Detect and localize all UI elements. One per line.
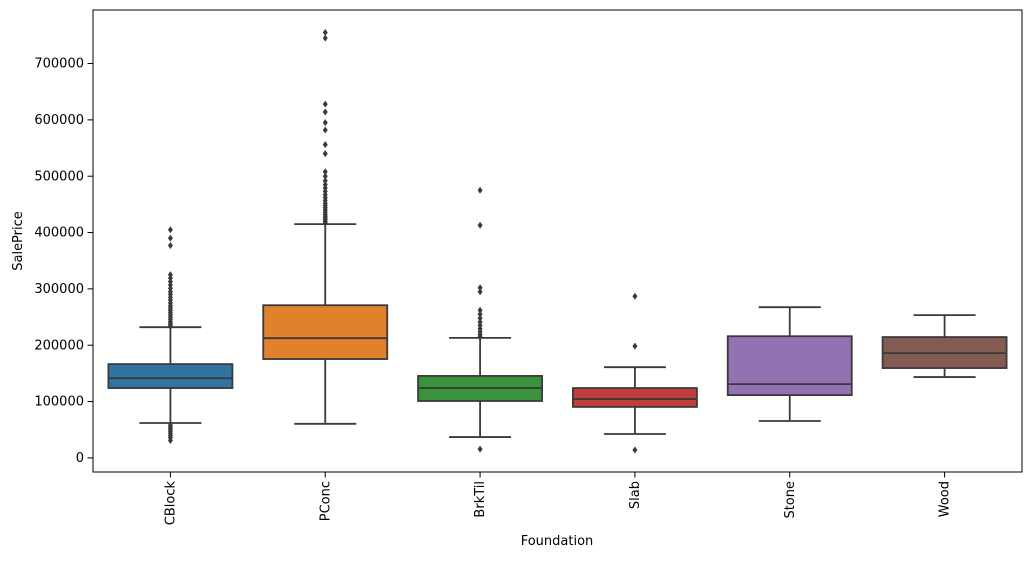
box-group-cblock bbox=[107, 226, 234, 444]
outlier-diamond bbox=[322, 126, 328, 134]
box-group-slab bbox=[572, 292, 698, 454]
y-tick-label: 600000 bbox=[34, 113, 84, 128]
y-tick-label: 500000 bbox=[34, 169, 84, 184]
outlier-diamond bbox=[167, 242, 173, 250]
plot-layer: 0 100000 200000 300000 400000 500000 600000 700… bbox=[34, 9, 1023, 526]
outlier-diamond bbox=[632, 292, 638, 300]
outlier-diamond bbox=[167, 226, 173, 234]
outlier-diamond bbox=[322, 177, 328, 185]
outlier-diamond bbox=[322, 108, 328, 116]
outlier-diamond bbox=[477, 221, 483, 229]
box-rect bbox=[726, 335, 853, 396]
outlier-diamond bbox=[477, 288, 483, 296]
outlier-diamond bbox=[632, 342, 638, 350]
outlier-diamond bbox=[477, 284, 483, 292]
outlier-diamond bbox=[322, 100, 328, 108]
outlier-diamond bbox=[322, 29, 328, 37]
outlier-diamond bbox=[477, 318, 483, 326]
x-tick-label-slab: Slab bbox=[628, 481, 643, 509]
x-tick-label-brktil: BrkTil bbox=[473, 481, 488, 518]
y-tick-label: 100000 bbox=[34, 395, 84, 410]
outlier-diamond bbox=[322, 34, 328, 42]
box-group-wood bbox=[881, 314, 1008, 378]
y-tick-label: 300000 bbox=[34, 282, 84, 297]
x-tick-label-cblock: CBlock bbox=[164, 481, 179, 526]
outlier-diamond bbox=[167, 271, 173, 279]
outlier-diamond bbox=[477, 310, 483, 318]
box-group-brktil bbox=[417, 186, 543, 453]
outlier-diamond bbox=[632, 446, 638, 454]
y-tick-label: 700000 bbox=[34, 57, 84, 72]
outlier-diamond bbox=[477, 306, 483, 314]
outlier-diamond bbox=[322, 150, 328, 158]
outlier-diamond bbox=[322, 141, 328, 149]
box-group-pconc bbox=[262, 29, 389, 425]
outlier-diamond bbox=[322, 172, 328, 180]
outlier-diamond bbox=[322, 181, 328, 189]
x-tick-label-stone: Stone bbox=[783, 481, 798, 519]
outlier-diamond bbox=[477, 314, 483, 322]
y-axis-title: SalePrice bbox=[11, 211, 26, 271]
y-tick-label: 0 bbox=[76, 451, 84, 466]
x-axis-title: Foundation bbox=[521, 534, 594, 549]
outlier-diamond bbox=[477, 445, 483, 453]
y-tick-label: 400000 bbox=[34, 226, 84, 241]
outlier-diamond bbox=[322, 119, 328, 127]
box-rect bbox=[262, 304, 389, 360]
outlier-diamond bbox=[167, 234, 173, 242]
x-tick-label-pconc: PConc bbox=[318, 481, 333, 521]
x-tick-label-wood: Wood bbox=[938, 481, 953, 517]
outlier-diamond bbox=[322, 168, 328, 176]
outlier-diamond bbox=[477, 186, 483, 194]
box-group-stone bbox=[726, 306, 853, 422]
outlier-diamond bbox=[167, 436, 173, 444]
plot-border bbox=[92, 9, 1023, 473]
y-tick-label: 200000 bbox=[34, 338, 84, 353]
box-rect bbox=[107, 363, 234, 389]
box-rect bbox=[572, 387, 698, 408]
